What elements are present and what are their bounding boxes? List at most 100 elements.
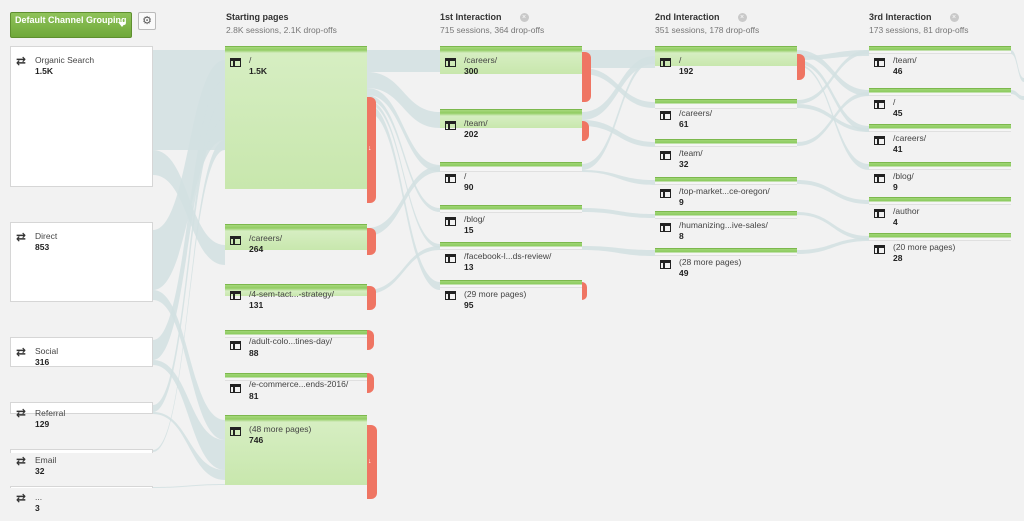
- start-page-node[interactable]: (48 more pages) 746: [225, 415, 367, 485]
- flow-ribbon[interactable]: [153, 100, 225, 412]
- source-value: 3: [35, 503, 40, 513]
- flow-ribbon[interactable]: [367, 72, 440, 128]
- start-page-node[interactable]: /4-sem-tact...-strategy/ 131: [225, 284, 367, 310]
- flow-ribbon[interactable]: [367, 88, 440, 172]
- drop-off-bar[interactable]: ↓: [367, 425, 377, 499]
- dimension-dropdown-label: Default Channel Grouping: [15, 15, 127, 25]
- drop-off-bar[interactable]: [367, 286, 376, 310]
- interaction-3-node[interactable]: /blog/ 9: [869, 162, 1011, 192]
- drop-off-bar[interactable]: [367, 330, 374, 350]
- close-icon[interactable]: ×: [737, 13, 747, 22]
- node-label: /team/: [893, 55, 917, 65]
- flow-ribbon[interactable]: [797, 50, 869, 104]
- node-value: 45: [893, 108, 903, 118]
- flow-ribbon[interactable]: [582, 246, 655, 256]
- interaction-1-node[interactable]: /careers/ 300: [440, 46, 582, 76]
- flow-ribbon[interactable]: [367, 246, 440, 294]
- drop-off-bar[interactable]: ↓: [367, 97, 376, 203]
- flow-ribbon[interactable]: [153, 412, 225, 480]
- drop-off-bar[interactable]: [367, 228, 376, 255]
- interaction-3-node[interactable]: / 45: [869, 88, 1011, 118]
- node-value: 746: [249, 435, 264, 445]
- flow-ribbon[interactable]: [797, 212, 869, 240]
- page-icon: [445, 254, 456, 263]
- source-label: Email: [35, 455, 57, 465]
- flow-ribbon[interactable]: [582, 58, 655, 170]
- flow-ribbon[interactable]: [797, 50, 869, 96]
- interaction-2-node[interactable]: /top-market...ce-oregon/ 9: [655, 177, 797, 207]
- interaction-2-node[interactable]: /humanizing...ive-sales/ 8: [655, 211, 797, 241]
- flow-ribbon[interactable]: [1011, 50, 1024, 82]
- chevron-down-icon: [118, 22, 126, 27]
- source-organic-search[interactable]: ⇄ Organic Search 1.5K: [10, 46, 153, 187]
- close-icon[interactable]: ×: [949, 13, 959, 22]
- source-other[interactable]: ⇄ ... 3: [10, 486, 153, 513]
- flow-ribbon[interactable]: [797, 238, 869, 254]
- interaction-1-node[interactable]: /blog/ 15: [440, 205, 582, 235]
- node-label: /: [679, 55, 682, 65]
- page-icon: [874, 245, 885, 254]
- page-icon: [660, 151, 671, 160]
- interaction-2-node[interactable]: (28 more pages) 49: [655, 248, 797, 278]
- interaction-3-node[interactable]: /author 4: [869, 197, 1011, 227]
- flow-ribbon[interactable]: [153, 290, 225, 440]
- drop-off-bar[interactable]: [582, 282, 587, 300]
- page-icon: [660, 111, 671, 120]
- flow-ribbon[interactable]: [797, 92, 869, 146]
- start-page-node[interactable]: /adult-colo...tines-day/ 88: [225, 330, 367, 358]
- dimension-dropdown[interactable]: Default Channel Grouping: [10, 12, 132, 38]
- interaction-2-node[interactable]: / 192: [655, 46, 797, 76]
- interaction-1-node[interactable]: /team/ 202: [440, 109, 582, 139]
- flow-ribbon[interactable]: [153, 484, 225, 488]
- node-label: /careers/: [679, 108, 713, 118]
- flow-ribbon[interactable]: [153, 360, 225, 470]
- node-value: 8: [679, 231, 684, 241]
- interaction-3-node[interactable]: /team/ 46: [869, 46, 1011, 76]
- interaction-3-node[interactable]: /careers/ 41: [869, 124, 1011, 154]
- flow-ribbon[interactable]: [153, 80, 225, 360]
- node-label: /team/: [679, 148, 703, 158]
- drop-off-bar[interactable]: [367, 373, 374, 393]
- flow-ribbon[interactable]: [367, 166, 440, 236]
- page-icon: [660, 260, 671, 269]
- source-referral[interactable]: ⇄ Referral 129: [10, 402, 153, 429]
- source-direct[interactable]: ⇄ Direct 853: [10, 222, 153, 302]
- settings-button[interactable]: ⚙: [138, 12, 156, 30]
- source-social[interactable]: ⇄ Social 316: [10, 337, 153, 367]
- flow-ribbon[interactable]: [582, 208, 655, 218]
- flow-ribbon[interactable]: [797, 50, 869, 60]
- node-label: (20 more pages): [893, 242, 956, 252]
- drop-off-bar[interactable]: [582, 121, 589, 141]
- flow-ribbon[interactable]: [367, 100, 440, 248]
- flow-ribbon[interactable]: [797, 60, 869, 132]
- interaction-3-node[interactable]: (20 more pages) 28: [869, 233, 1011, 263]
- drop-off-bar[interactable]: [582, 52, 591, 102]
- page-icon: [874, 58, 885, 67]
- source-value: 853: [35, 242, 50, 252]
- node-label: /: [893, 97, 896, 107]
- drop-off-bar[interactable]: [797, 54, 805, 80]
- flow-ribbon[interactable]: [582, 120, 655, 147]
- interaction-1-node[interactable]: /facebook-l...ds-review/ 13: [440, 242, 582, 272]
- start-page-node[interactable]: /e-commerce...ends-2016/ 81: [225, 373, 367, 401]
- flow-ribbon[interactable]: [367, 50, 440, 72]
- interaction-2-node[interactable]: /team/ 32: [655, 139, 797, 169]
- source-label: Social: [35, 346, 59, 356]
- interaction-2-node[interactable]: /careers/ 61: [655, 99, 797, 129]
- flow-ribbon[interactable]: [1011, 90, 1024, 100]
- flow-ribbon[interactable]: [153, 140, 225, 452]
- start-page-node[interactable]: /careers/ 264: [225, 224, 367, 254]
- interaction-1-node[interactable]: (29 more pages) 95: [440, 280, 582, 310]
- flow-ribbon[interactable]: [582, 170, 655, 185]
- node-value: 95: [464, 300, 474, 310]
- flow-ribbon[interactable]: [367, 95, 440, 212]
- interaction-1-node[interactable]: / 90: [440, 162, 582, 192]
- source-email[interactable]: ⇄ Email 32: [10, 449, 153, 476]
- flow-ribbon[interactable]: [797, 180, 869, 204]
- start-page-node[interactable]: / 1.5K: [225, 46, 367, 189]
- node-value: 81: [249, 391, 259, 401]
- flow-ribbon[interactable]: [582, 56, 655, 120]
- node-label: (29 more pages): [464, 289, 527, 299]
- close-icon[interactable]: ×: [519, 13, 529, 22]
- column-summary: 351 sessions, 178 drop-offs: [655, 25, 760, 35]
